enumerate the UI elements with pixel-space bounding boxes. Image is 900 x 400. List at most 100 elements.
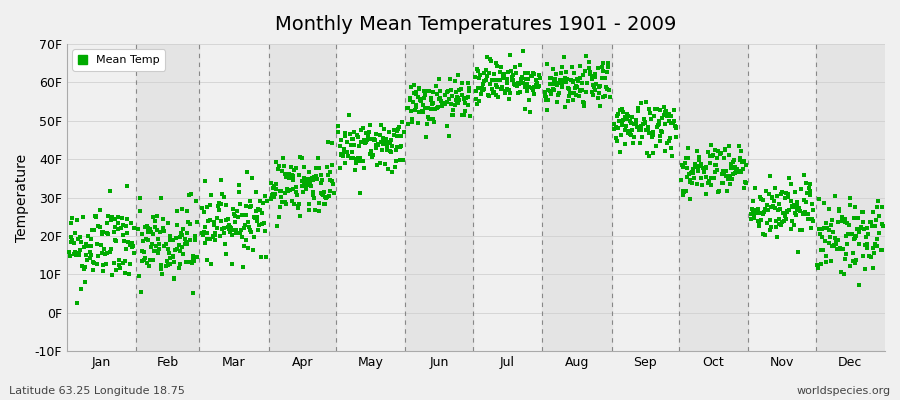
Point xyxy=(716,180,730,186)
Point xyxy=(851,215,866,222)
Point xyxy=(212,200,226,206)
Point xyxy=(585,92,599,98)
Point xyxy=(114,225,129,232)
Point xyxy=(412,108,427,115)
Point xyxy=(244,229,258,235)
Point xyxy=(810,262,824,268)
Point xyxy=(875,204,889,210)
Point xyxy=(400,104,414,111)
Point xyxy=(149,242,164,249)
Point xyxy=(585,88,599,95)
Point xyxy=(331,122,346,129)
Point xyxy=(280,185,294,192)
Point xyxy=(152,229,166,236)
Point xyxy=(345,136,359,142)
Point xyxy=(666,120,680,126)
Point xyxy=(249,214,264,220)
Point xyxy=(269,159,284,166)
Point xyxy=(665,152,680,159)
Point xyxy=(297,175,311,181)
Point xyxy=(645,128,660,135)
Point xyxy=(722,152,736,158)
Point xyxy=(104,217,119,223)
Point xyxy=(497,71,511,77)
Point xyxy=(333,143,347,150)
Title: Monthly Mean Temperatures 1901 - 2009: Monthly Mean Temperatures 1901 - 2009 xyxy=(275,15,677,34)
Point xyxy=(442,133,456,140)
Point xyxy=(869,216,884,223)
Point xyxy=(738,162,752,168)
Point xyxy=(297,181,311,188)
Point xyxy=(200,236,214,242)
Point xyxy=(448,97,463,103)
Point xyxy=(142,256,157,263)
Point xyxy=(704,174,718,181)
Point xyxy=(710,155,724,161)
Point xyxy=(780,194,795,200)
Point xyxy=(433,95,447,102)
Point xyxy=(637,120,652,126)
Point xyxy=(555,81,570,87)
Point xyxy=(645,132,660,138)
Point xyxy=(588,74,602,80)
Point xyxy=(155,271,169,277)
Point xyxy=(88,213,103,219)
Point xyxy=(358,140,373,146)
Point xyxy=(758,206,772,213)
Point xyxy=(476,78,491,84)
Point xyxy=(69,252,84,258)
Point xyxy=(166,237,181,243)
Point xyxy=(251,222,266,228)
Point xyxy=(562,93,577,100)
Point xyxy=(135,247,149,254)
Point xyxy=(788,189,802,195)
Point xyxy=(243,203,257,210)
Point xyxy=(732,143,746,149)
Point xyxy=(356,136,371,143)
Point xyxy=(630,124,644,130)
Point xyxy=(247,213,261,220)
Point xyxy=(628,117,643,123)
Point xyxy=(617,114,632,120)
Point xyxy=(674,162,688,168)
Point xyxy=(383,136,398,143)
Point xyxy=(264,196,278,202)
Point xyxy=(769,224,783,230)
Point xyxy=(187,233,202,239)
Point xyxy=(435,102,449,109)
Point xyxy=(178,241,193,248)
Point xyxy=(346,155,361,161)
Point xyxy=(400,105,415,111)
Point xyxy=(172,242,186,248)
Point xyxy=(228,212,242,219)
Point xyxy=(120,216,134,222)
Point xyxy=(751,210,765,216)
Point xyxy=(589,71,603,77)
Point xyxy=(391,132,405,139)
Point xyxy=(387,132,401,138)
Point xyxy=(510,90,525,97)
Point xyxy=(550,99,564,105)
Point xyxy=(747,185,761,191)
Point xyxy=(79,241,94,247)
Point xyxy=(664,145,679,151)
Point xyxy=(652,118,666,124)
Point xyxy=(799,190,814,196)
Point xyxy=(745,207,760,213)
Point xyxy=(686,170,700,176)
Point xyxy=(154,266,168,272)
Point xyxy=(231,214,246,220)
Point xyxy=(734,148,749,155)
Point xyxy=(710,154,724,161)
Point xyxy=(845,250,859,256)
Point xyxy=(320,194,334,200)
Point xyxy=(164,236,178,243)
Point xyxy=(751,218,765,224)
Point xyxy=(100,220,114,226)
Point xyxy=(505,76,519,83)
Point xyxy=(441,88,455,94)
Point xyxy=(200,230,214,236)
Point xyxy=(126,243,140,250)
Point xyxy=(864,254,878,260)
Point xyxy=(653,138,668,144)
